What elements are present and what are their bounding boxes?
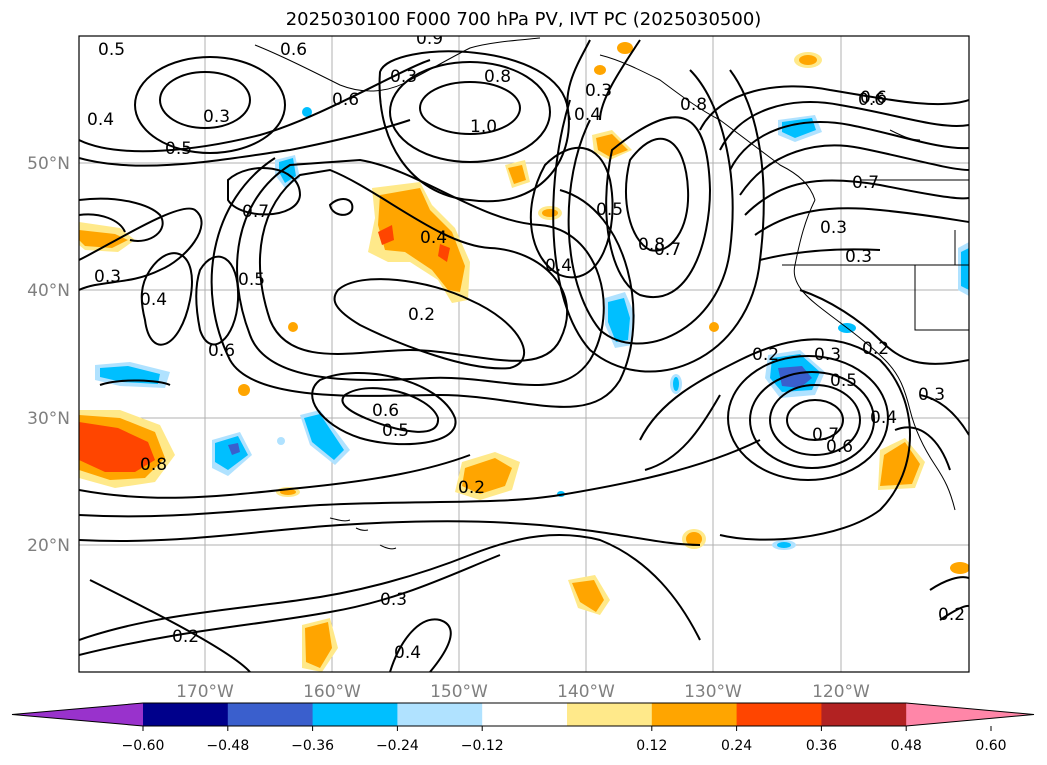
contour-label: 0.2 <box>408 305 435 325</box>
contour-label: 0.4 <box>574 105 601 125</box>
colorbar-tick-label: 0.36 <box>806 738 837 754</box>
lat-label: 30°N <box>27 409 70 429</box>
lon-label: 120°W <box>812 682 870 702</box>
contour-label: 0.4 <box>420 228 447 248</box>
coastlines <box>254 37 969 550</box>
colorbar-segment <box>651 703 738 726</box>
contour-label: 0.7 <box>242 202 269 222</box>
contour-label: 0.5 <box>165 139 192 159</box>
colorbar-tick-label: 0.60 <box>975 738 1006 754</box>
contour-label: 0.3 <box>585 81 612 101</box>
contour-label: 0.5 <box>596 200 623 220</box>
colorbar-extend-max <box>906 703 1034 726</box>
lat-label: 40°N <box>27 281 70 301</box>
contour-label: 0.6 <box>860 88 887 108</box>
contour-label: 0.5 <box>830 371 857 391</box>
colorbar-tick-label: 0.24 <box>721 738 752 754</box>
contour-label: 0.4 <box>545 256 572 276</box>
colorbar-segment <box>736 703 822 726</box>
map-title: 2025030100 F000 700 hPa PV, IVT PC (2025… <box>285 9 762 30</box>
contour-label: 0.4 <box>87 110 114 130</box>
colorbar-tick-label: 0.12 <box>636 738 667 754</box>
lon-label: 150°W <box>430 682 488 702</box>
contour-label: 0.2 <box>458 478 485 498</box>
colorbar-tick-label: −0.36 <box>291 738 334 754</box>
contour-label: 0.3 <box>918 385 945 405</box>
contour-label: 0.5 <box>98 40 125 60</box>
lon-label: 170°W <box>176 682 234 702</box>
contour-label: 0.2 <box>752 345 779 365</box>
pv-contours <box>79 39 969 672</box>
contour-label: 0.8 <box>680 95 707 115</box>
colorbar-segment <box>821 703 907 726</box>
contour-label: 0.5 <box>238 270 265 290</box>
contour-label: 0.3 <box>820 218 847 238</box>
map-border <box>78 35 970 673</box>
contour-label: 0.2 <box>938 605 965 625</box>
contour-label: 0.7 <box>654 240 681 260</box>
longitude-labels: 170°W 160°W 150°W 140°W 130°W 120°W <box>176 682 870 702</box>
contour-label: 0.5 <box>382 421 409 441</box>
colorbar-segment <box>567 703 653 726</box>
colorbar-segment <box>227 703 314 726</box>
lon-label: 130°W <box>684 682 742 702</box>
contour-label: 0.3 <box>203 107 230 127</box>
contour-label: 0.6 <box>858 90 885 110</box>
contour-label: 0.8 <box>140 455 167 475</box>
contour-label: 0.7 <box>852 173 879 193</box>
colorbar-tick-label: −0.48 <box>206 738 249 754</box>
contour-label: 0.9 <box>416 29 443 49</box>
colorbar-segment <box>397 703 483 726</box>
contour-label: 0.7 <box>812 425 839 445</box>
contour-label: 0.4 <box>394 643 421 663</box>
colorbar-tick-label: −0.12 <box>461 738 504 754</box>
contour-label: 0.6 <box>826 437 853 457</box>
colorbar-tick-label: −0.60 <box>122 738 165 754</box>
contour-label: 0.8 <box>638 235 665 255</box>
contour-label: 1.0 <box>470 117 497 137</box>
contour-label: 0.2 <box>172 627 199 647</box>
contour-label: 0.6 <box>372 401 399 421</box>
contour-label: 0.3 <box>390 67 417 87</box>
contour-label: 0.6 <box>208 341 235 361</box>
colorbar-extend-min <box>12 703 143 726</box>
lon-label: 140°W <box>557 682 615 702</box>
pv-shading <box>79 42 969 672</box>
contour-label: 0.4 <box>870 408 897 428</box>
latitude-labels: 50°N 40°N 30°N 20°N <box>27 154 70 556</box>
contour-label: 0.6 <box>332 90 359 110</box>
colorbar-tick-label: −0.24 <box>376 738 419 754</box>
contour-label: 0.8 <box>484 67 511 87</box>
contour-label: 0.3 <box>94 267 121 287</box>
contour-label: 0.4 <box>140 290 167 310</box>
contour-labels: 0.5 0.6 0.9 0.8 0.6 0.3 0.4 0.5 0.3 1.0 … <box>87 29 965 663</box>
colorbar: −0.60 −0.48 −0.36 −0.24 −0.12 0.12 0.24 0.36 0.4… <box>11 702 1035 754</box>
colorbar-segment <box>143 703 229 726</box>
contour-label: 0.2 <box>862 339 889 359</box>
contour-label: 0.3 <box>380 590 407 610</box>
lat-label: 20°N <box>27 536 70 556</box>
colorbar-segment <box>312 703 398 726</box>
contour-label: 0.3 <box>814 345 841 365</box>
lon-label: 160°W <box>303 682 361 702</box>
colorbar-tick-label: 0.48 <box>891 738 922 754</box>
colorbar-segment <box>482 703 568 726</box>
lat-label: 50°N <box>27 154 70 174</box>
contour-label: 0.6 <box>280 40 307 60</box>
contour-label: 0.3 <box>845 247 872 267</box>
